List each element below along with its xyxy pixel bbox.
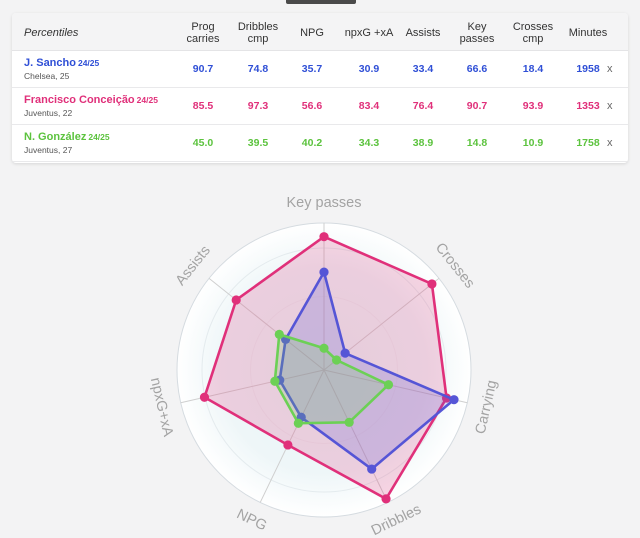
stat-value-npxg: 34.3 — [358, 137, 380, 149]
radar-chart: Key passesCrossesCarryingDribblesNPGnpxG… — [147, 195, 501, 538]
player-club: Chelsea, 25 — [24, 71, 70, 81]
stat-value-ast: 38.9 — [412, 137, 434, 149]
column-header-label: Key — [467, 21, 487, 33]
radar-axis-label: Key passes — [287, 195, 362, 211]
radar-point — [270, 376, 280, 386]
stat-value-cross: 93.9 — [522, 100, 544, 112]
radar-point — [231, 295, 241, 305]
radar-point — [283, 440, 293, 450]
radar-point — [331, 355, 342, 365]
radar-series-area — [273, 333, 390, 425]
radar-point — [344, 417, 354, 427]
radar-point — [293, 418, 303, 428]
radar-point — [427, 279, 437, 289]
radar-point — [340, 348, 350, 358]
column-header-kp[interactable]: Key passes — [447, 21, 507, 45]
radar-spoke — [259, 369, 325, 503]
column-header-drib[interactable]: Dribbles cmp — [228, 21, 288, 45]
player-name-text: N. González — [24, 131, 87, 143]
remove-player-button[interactable]: x — [607, 100, 613, 112]
column-header-label: Minutes — [568, 27, 608, 39]
player-row: Francisco Conceição 24/25 Juventus, 22 85.5… — [12, 87, 628, 125]
player-name[interactable]: J. Sancho 24/25 — [24, 57, 99, 69]
column-header-label: cmp — [522, 33, 544, 45]
radar-spoke — [208, 277, 325, 371]
column-header-label: Crosses — [512, 21, 554, 33]
player-name-text: J. Sancho — [24, 57, 76, 69]
stat-value-cross: 10.9 — [522, 137, 544, 149]
column-header-npxg[interactable]: npxG +xA — [339, 27, 399, 39]
player-name[interactable]: N. González 24/25 — [24, 131, 110, 143]
column-header-label: Assists — [405, 27, 441, 39]
stat-value-ast: 33.4 — [412, 63, 434, 75]
column-header-min[interactable]: Minutes — [558, 27, 618, 39]
stat-value-kp: 66.6 — [466, 63, 488, 75]
stat-value-min: 1758 — [576, 137, 600, 149]
radar-point — [367, 464, 377, 474]
radar-series-area — [278, 270, 456, 471]
player-club: Juventus, 27 — [24, 145, 73, 155]
column-header-label: npxG +xA — [344, 27, 394, 39]
player-name-text: Francisco Conceição — [24, 94, 135, 106]
column-header-prog[interactable]: Prog carries — [173, 21, 233, 45]
radar-point — [449, 395, 459, 405]
top-drag-handle[interactable] — [286, 0, 356, 4]
radar-point — [319, 267, 329, 277]
remove-player-button[interactable]: x — [607, 63, 613, 75]
stat-value-npg: 35.7 — [301, 63, 323, 75]
column-header-label: carries — [186, 33, 220, 45]
column-header-label: Prog — [191, 21, 215, 33]
column-header-label: cmp — [247, 33, 269, 45]
radar-point — [199, 392, 210, 402]
column-header-label: passes — [459, 33, 495, 45]
table-title: Percentiles — [24, 27, 79, 39]
stat-value-npxg: 30.9 — [358, 63, 380, 75]
stat-value-npxg: 83.4 — [358, 100, 380, 112]
comparison-table: Percentiles Prog carries Dribbles cmp NPG npx… — [12, 13, 628, 163]
player-row: J. Sancho 24/25 Chelsea, 25 90.7 74.8 35.7 30.… — [12, 50, 628, 88]
player-name[interactable]: Francisco Conceição 24/25 — [24, 94, 158, 106]
stat-value-min: 1353 — [576, 100, 600, 112]
stat-value-kp: 14.8 — [466, 137, 488, 149]
column-header-label: NPG — [300, 27, 324, 39]
table-header: Percentiles Prog carries Dribbles cmp NPG npx… — [12, 13, 628, 51]
radar-point — [383, 380, 394, 390]
radar-axis-label: NPG — [234, 506, 269, 534]
player-season: 24/25 — [88, 132, 110, 142]
stat-value-prog: 90.7 — [192, 63, 214, 75]
stat-value-prog: 45.0 — [192, 137, 214, 149]
column-header-cross[interactable]: Crosses cmp — [503, 21, 563, 45]
column-header-npg[interactable]: NPG — [282, 27, 342, 39]
radar-point — [319, 343, 329, 353]
stat-value-cross: 18.4 — [522, 63, 544, 75]
stat-value-drib: 97.3 — [247, 100, 269, 112]
player-season: 24/25 — [136, 95, 158, 105]
column-header-ast[interactable]: Assists — [393, 27, 453, 39]
radar-point — [274, 329, 284, 339]
radar-point — [381, 494, 391, 504]
radar-axis-label: npxG+xA — [147, 376, 176, 438]
stat-value-ast: 76.4 — [412, 100, 434, 112]
player-club: Juventus, 22 — [24, 108, 73, 118]
stat-value-min: 1958 — [576, 63, 600, 75]
radar-series-area — [203, 235, 448, 501]
stat-value-drib: 74.8 — [247, 63, 269, 75]
radar-spoke — [323, 369, 389, 503]
stat-value-kp: 90.7 — [466, 100, 488, 112]
stat-value-npg: 40.2 — [301, 137, 323, 149]
stat-value-prog: 85.5 — [192, 100, 214, 112]
stat-value-npg: 56.6 — [301, 100, 323, 112]
remove-player-button[interactable]: x — [607, 137, 613, 149]
player-row: N. González 24/25 Juventus, 27 45.0 39.5 40.2… — [12, 124, 628, 162]
radar-axis-label: Carrying — [473, 379, 501, 436]
radar-point — [319, 232, 329, 242]
column-header-label: Dribbles — [237, 21, 279, 33]
stat-value-drib: 39.5 — [247, 137, 269, 149]
player-season: 24/25 — [77, 58, 100, 68]
